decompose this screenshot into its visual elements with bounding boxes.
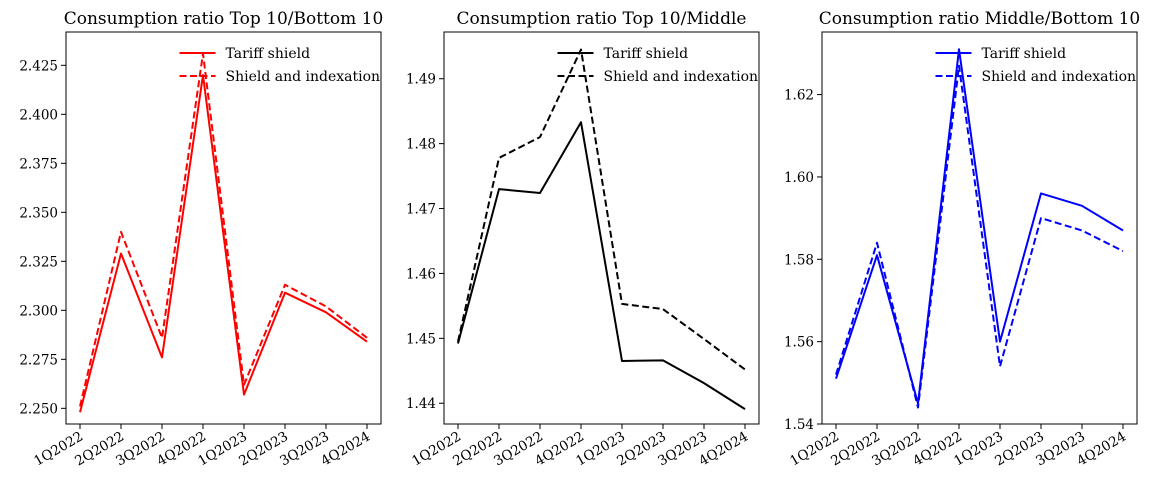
y-tick-label: 2.250 [19,401,58,417]
y-tick-label: 2.400 [19,107,58,123]
plot-frame [65,31,382,425]
y-tick-label: 1.62 [784,88,814,104]
series-line-1 [835,48,1124,405]
legend-label-1: Tariff shield [226,46,311,62]
legend-label-2: Shield and indexation [604,69,759,85]
chart-panel-2: Consumption ratio Top 10/Middle 1.44 1.45 1… [406,9,760,469]
series-line-1 [457,121,746,410]
y-tick-label: 1.49 [406,72,436,88]
plot-frame [821,31,1138,425]
legend-label-2: Shield and indexation [226,69,381,85]
y-tick-label: 1.47 [406,202,436,218]
plot-frame [443,31,760,425]
y-tick-label: 2.300 [19,303,58,319]
y-tick-label: 1.45 [406,331,436,347]
y-tick-label: 1.48 [406,137,436,153]
y-tick-label: 1.54 [784,417,814,433]
series-line-2 [457,48,746,371]
chart-title: Consumption ratio Top 10/Bottom 10 [64,9,384,29]
chart-panel-1: Consumption ratio Top 10/Bottom 10 2.250 2… [19,9,383,469]
legend-label-1: Tariff shield [982,46,1067,62]
y-tick-label: 2.275 [19,352,58,368]
y-tick-label: 1.60 [784,170,814,186]
y-tick-label: 1.58 [784,252,814,268]
series-line-1 [79,74,368,413]
y-tick-label: 1.56 [784,335,814,351]
y-tick-label: 2.350 [19,205,58,221]
y-tick-label: 2.375 [19,156,58,172]
legend-label-1: Tariff shield [604,46,689,62]
series-line-2 [835,64,1124,409]
chart-panel-3: Consumption ratio Middle/Bottom 10 1.54 1.… [784,9,1140,469]
y-tick-label: 2.425 [19,58,58,74]
chart-title: Consumption ratio Top 10/Middle [457,9,747,29]
chart-title: Consumption ratio Middle/Bottom 10 [819,9,1141,29]
y-tick-label: 2.325 [19,254,58,270]
legend-label-2: Shield and indexation [982,69,1137,85]
series-line-2 [79,52,368,407]
y-tick-label: 1.44 [406,396,436,412]
y-tick-label: 1.46 [406,266,436,282]
